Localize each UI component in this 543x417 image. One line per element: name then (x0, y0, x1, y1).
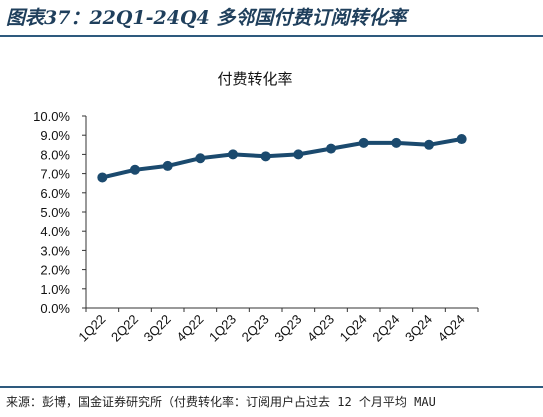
x-tick-label: 3Q23 (271, 312, 304, 345)
chart-area: 付费转化率 0.0% 1.0% 2.0% 3.0% 4.0% 5.0% 6.0% 7.0% 8.… (0, 38, 543, 383)
top-divider (0, 35, 543, 37)
chart-title: 付费转化率 (217, 71, 292, 88)
data-point (424, 139, 434, 150)
data-point (358, 137, 369, 148)
x-tick-label: 1Q22 (75, 312, 108, 345)
y-tick-label: 5.0% (40, 205, 70, 220)
series-line (100, 137, 464, 180)
y-tick-label: 0.0% (40, 301, 70, 316)
source-note: 来源：彭博，国金证券研究所（付费转化率：订阅用户占过去 12 个月平均 MAU (6, 395, 436, 409)
x-tick-label: 2Q23 (239, 312, 272, 345)
data-point (293, 149, 304, 160)
data-point (456, 134, 467, 145)
x-tick-label: 4Q22 (173, 312, 206, 345)
y-tick-label: 10.0% (33, 109, 70, 124)
y-tick-label: 9.0% (40, 128, 70, 143)
x-tick-label: 2Q24 (369, 312, 402, 345)
data-point (326, 143, 336, 154)
data-point (162, 160, 173, 171)
line-chart: 付费转化率 0.0% 1.0% 2.0% 3.0% 4.0% 5.0% 6.0% 7.0% 8.… (33, 71, 479, 345)
data-point (260, 151, 271, 162)
data-point (391, 137, 402, 148)
x-tick-label: 1Q24 (337, 312, 370, 345)
y-tick-label: 2.0% (40, 263, 70, 278)
x-tick-label: 1Q23 (206, 312, 239, 345)
x-tick-label: 2Q22 (108, 312, 141, 345)
y-tick-label: 7.0% (40, 167, 70, 182)
y-tick-label: 4.0% (40, 224, 70, 239)
y-tick-label: 8.0% (40, 147, 70, 162)
bottom-divider (0, 386, 543, 388)
data-point (228, 149, 238, 160)
y-tick-label: 3.0% (40, 243, 70, 258)
data-point (130, 164, 140, 175)
y-tick-label: 6.0% (40, 186, 70, 201)
figure-title: 图表37：22Q1-24Q4 多邻国付费订阅转化率 (6, 7, 407, 29)
x-tick-label: 4Q24 (435, 312, 468, 345)
x-tick-label: 3Q24 (402, 312, 435, 345)
data-point (97, 172, 108, 183)
series-layer (97, 134, 467, 183)
data-point (195, 153, 206, 164)
x-tick-label: 4Q23 (304, 312, 337, 345)
y-tick-label: 1.0% (40, 282, 70, 297)
x-tick-label: 3Q22 (141, 312, 174, 345)
